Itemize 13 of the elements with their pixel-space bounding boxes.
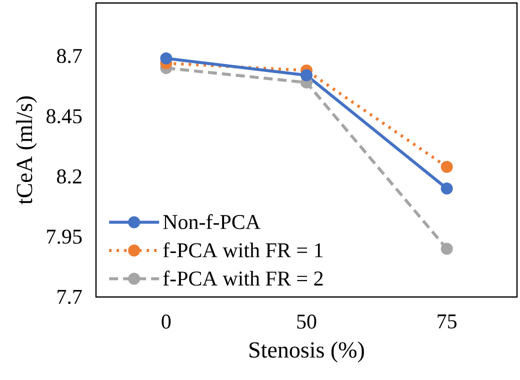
x-tick-label: 0 xyxy=(162,314,171,329)
y-tick-label: 7.7 xyxy=(58,290,82,304)
legend-label: f-PCA with FR = 1 xyxy=(163,242,323,258)
y-axis-title: tCeA (ml/s) xyxy=(16,96,37,204)
legend-label: f-PCA with FR = 2 xyxy=(163,270,323,286)
x-tick-label: 50 xyxy=(297,314,316,329)
y-tick-label: 7.95 xyxy=(47,230,82,244)
legend-label: Non-f-PCA xyxy=(163,214,260,230)
y-tick-label: 8.7 xyxy=(57,48,82,64)
x-tick-label: 75 xyxy=(438,314,457,328)
y-tick-label: 8.45 xyxy=(46,109,82,124)
x-axis-title: Stenosis (%) xyxy=(250,342,364,362)
y-tick-label: 8.2 xyxy=(57,169,82,184)
